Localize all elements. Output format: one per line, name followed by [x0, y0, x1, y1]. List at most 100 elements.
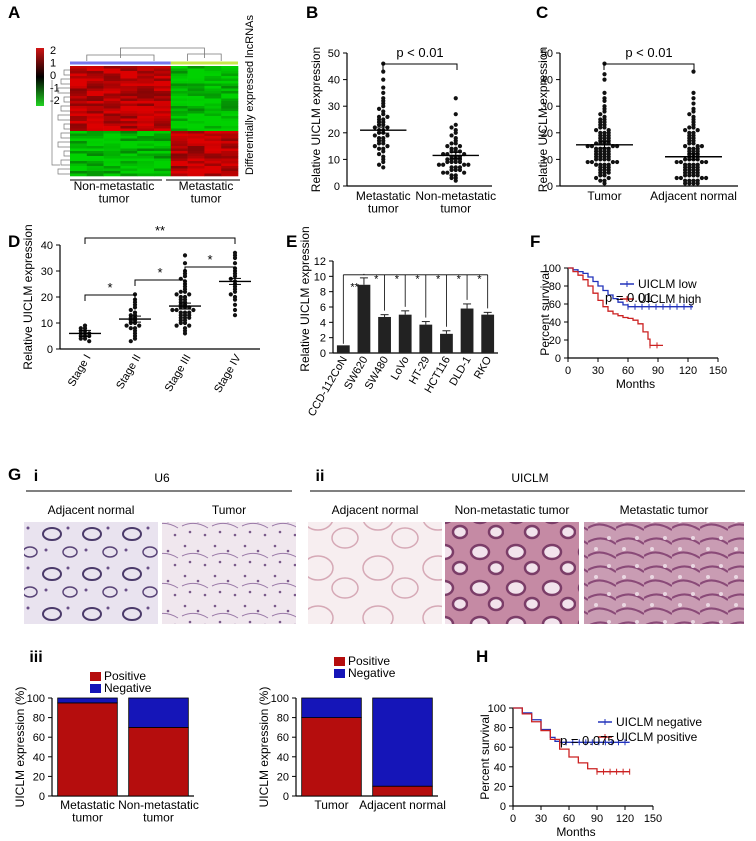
- y-tick-label: 40: [33, 752, 45, 764]
- heatmap-cell: [86, 96, 104, 99]
- heatmap-cell: [187, 148, 205, 152]
- heatmap-cell: [204, 151, 222, 154]
- data-point: [594, 162, 599, 167]
- heatmap-cell: [221, 73, 239, 77]
- legend-label: Negative: [104, 681, 152, 695]
- heatmap-cell: [120, 73, 138, 77]
- x-tick-label: 150: [709, 365, 727, 377]
- data-point: [687, 141, 692, 146]
- heatmap-cell: [120, 153, 138, 157]
- x-tick-label: 60: [622, 365, 634, 377]
- data-point: [462, 170, 467, 175]
- bar: [398, 314, 412, 353]
- heatmap-cell: [154, 98, 172, 102]
- heatmap-cell: [221, 123, 239, 127]
- data-point: [678, 159, 684, 165]
- data-point: [376, 106, 382, 111]
- data-point: [376, 151, 382, 157]
- survival-curve: [568, 267, 693, 308]
- heatmap-cell: [103, 156, 121, 159]
- y-tick-label: 12: [314, 256, 326, 268]
- data-point: [598, 157, 603, 162]
- heatmap-cell: [154, 121, 172, 124]
- heatmap-cell: [103, 148, 121, 152]
- y-tick-label: 10: [541, 154, 553, 166]
- y-tick-label: 0: [555, 353, 561, 365]
- data-point: [228, 292, 233, 297]
- heatmap-cell: [154, 81, 172, 84]
- data-point: [182, 320, 188, 326]
- heatmap-cell: [221, 163, 239, 167]
- data-point: [606, 157, 611, 162]
- heatmap-cell: [86, 163, 104, 167]
- histology-image: [308, 522, 442, 624]
- data-point: [602, 173, 607, 178]
- heatmap-cell: [137, 78, 155, 82]
- heatmap-cell: [221, 121, 239, 124]
- data-point: [381, 122, 386, 127]
- data-point: [691, 109, 696, 114]
- y-tick-label: 0: [47, 344, 53, 356]
- heatmap-cell: [154, 166, 172, 169]
- heatmap-cell: [187, 156, 205, 159]
- heatmap-cell: [170, 113, 188, 117]
- heatmap-cell: [204, 146, 222, 149]
- y-tick-label: 0: [39, 791, 45, 803]
- heatmap-cell: [187, 78, 205, 82]
- heatmap-cell: [103, 123, 121, 127]
- y-axis-label: Relative UICLM expression: [298, 226, 312, 371]
- heatmap-cell: [204, 148, 222, 152]
- heatmap-cell: [221, 101, 239, 104]
- heatmap-cell: [221, 171, 239, 174]
- heatmap-cell: [86, 93, 104, 97]
- y-tick-label: 20: [541, 128, 553, 140]
- y-tick-label: 8: [320, 287, 326, 299]
- significance-bracket: [603, 63, 695, 70]
- heatmap-cell: [204, 116, 222, 119]
- heatmap-cell: [204, 158, 222, 162]
- heatmap-cell: [187, 103, 205, 107]
- heatmap-cell: [137, 66, 155, 69]
- heatmap-cell: [86, 123, 104, 127]
- heatmap-cell: [137, 161, 155, 164]
- heatmap-cell: [137, 173, 155, 177]
- heatmap-cell: [204, 153, 222, 157]
- data-point: [449, 133, 454, 138]
- heatmap-cell: [204, 66, 222, 69]
- heatmap-cell: [120, 123, 138, 127]
- legend-label: Positive: [104, 669, 146, 683]
- heatmap-cell: [137, 153, 155, 157]
- y-tick-label: 40: [549, 317, 561, 329]
- data-point: [598, 125, 603, 130]
- data-point: [182, 261, 188, 266]
- heatmap-cell: [204, 156, 222, 159]
- histology-image: [445, 522, 579, 624]
- data-point: [699, 175, 705, 181]
- heatmap-cell: [120, 116, 138, 119]
- x-axis-label: Months: [616, 377, 655, 391]
- heatmap-cell: [137, 138, 155, 142]
- dendrogram-branch: [63, 123, 70, 130]
- heatmap-cell: [170, 123, 188, 127]
- heatmap-cell: [120, 83, 138, 87]
- heatmap-cell: [187, 161, 205, 164]
- heatmap-cell: [70, 78, 88, 82]
- heatmap-cell: [170, 76, 188, 79]
- data-point: [449, 167, 454, 173]
- data-point: [232, 302, 238, 307]
- data-point: [128, 326, 133, 331]
- heatmap-cell: [137, 81, 155, 84]
- data-point: [695, 181, 700, 186]
- heatmap-cell: [70, 168, 88, 172]
- heatmap-cell: [86, 151, 104, 154]
- heatmap-cell: [187, 66, 205, 69]
- heatmap-cell: [103, 98, 121, 102]
- heatmap-cell: [204, 93, 222, 97]
- heatmap-cell: [103, 158, 121, 162]
- heatmap-cell: [120, 163, 138, 167]
- heatmap-cell: [103, 81, 121, 84]
- heatmap-cell: [137, 158, 155, 162]
- heatmap-cell: [86, 133, 104, 137]
- bar: [357, 284, 371, 353]
